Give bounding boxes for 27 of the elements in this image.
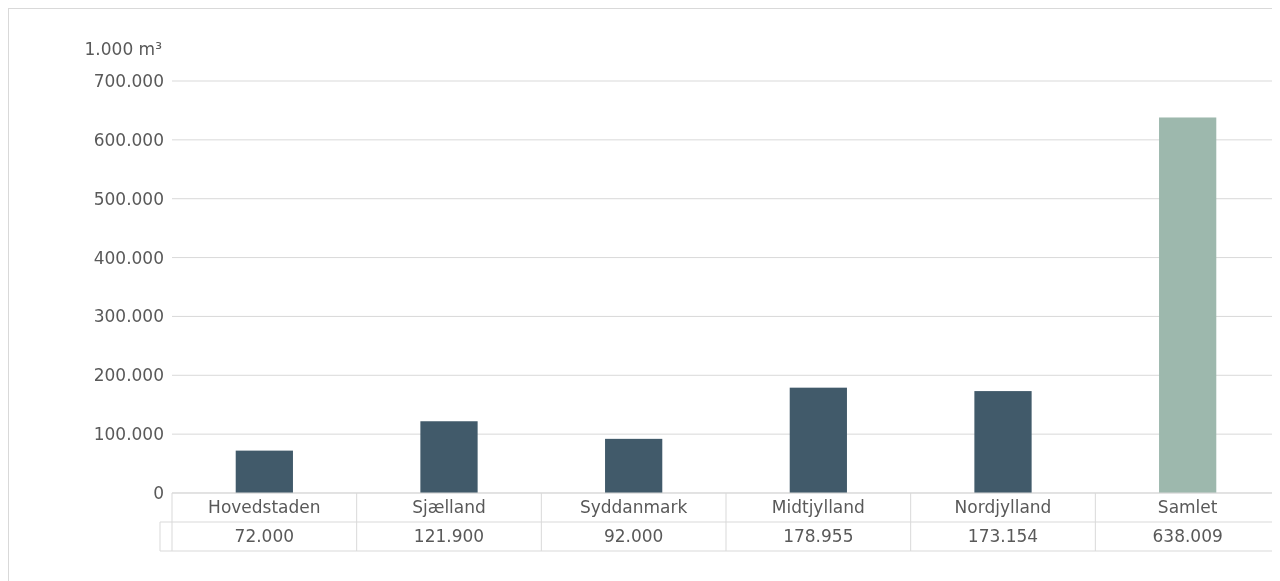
y-tick-label: 500.000 [93, 188, 164, 209]
x-tick-label: Midtjylland [771, 497, 865, 518]
bar [235, 450, 293, 493]
bar [789, 387, 847, 493]
bar [605, 438, 663, 493]
y-tick-label: 200.000 [93, 365, 164, 386]
data-label: 121.900 [413, 526, 485, 547]
x-tick-label: Nordjylland [954, 497, 1052, 518]
x-tick-label: Samlet [1157, 497, 1218, 518]
y-tick-label: 400.000 [93, 247, 164, 268]
y-axis-title: 1.000 m³ [84, 39, 162, 59]
y-tick-label: 600.000 [93, 129, 164, 150]
data-label: 173.154 [967, 526, 1039, 547]
x-tick-label: Hovedstaden [208, 497, 321, 518]
bar [1159, 117, 1217, 493]
data-label: 178.955 [783, 526, 854, 547]
data-label: 92.000 [603, 526, 664, 547]
x-tick-label: Sjælland [412, 497, 486, 518]
x-tick-label: Syddanmark [579, 497, 688, 518]
y-tick-label: 100.000 [93, 424, 164, 445]
y-tick-label: 700.000 [93, 70, 164, 91]
data-label: 638.009 [1152, 526, 1223, 547]
data-label: 72.000 [234, 526, 295, 547]
bar [974, 391, 1032, 493]
y-tick-label: 0 [153, 482, 164, 503]
y-tick-label: 300.000 [93, 306, 164, 327]
bar [420, 421, 478, 493]
